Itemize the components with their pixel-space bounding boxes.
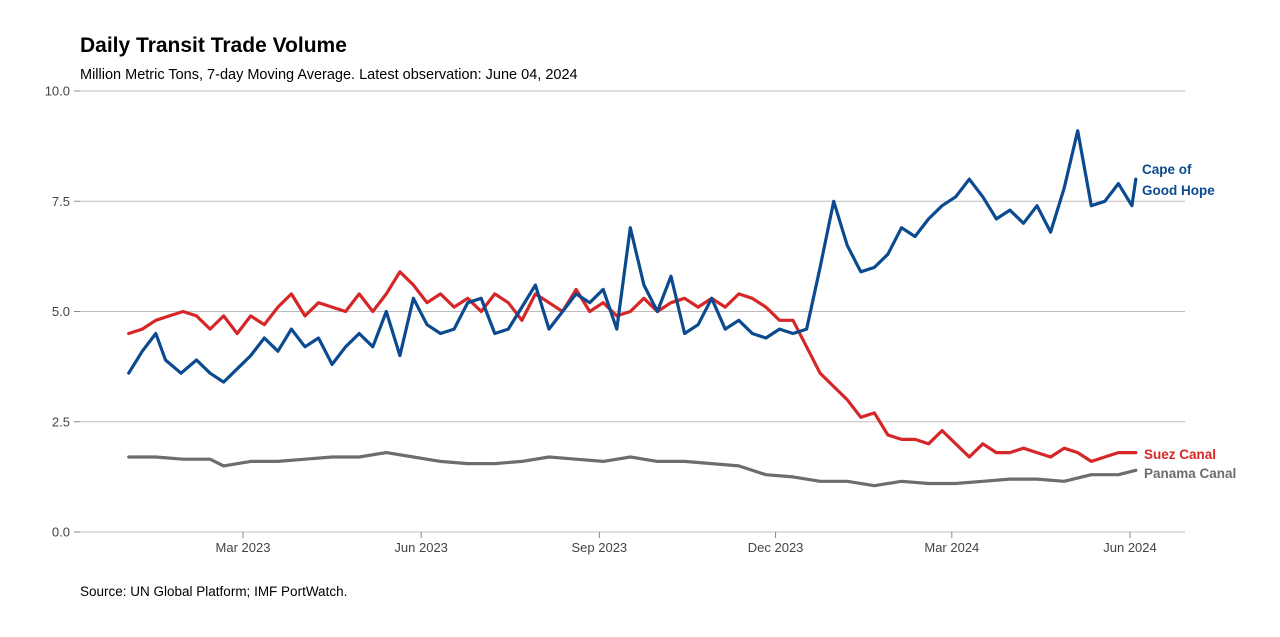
- y-tick-label: 2.5: [52, 414, 70, 429]
- x-tick-label: Sep 2023: [572, 540, 628, 555]
- y-tick-label: 7.5: [52, 194, 70, 209]
- series-lines: [127, 129, 1138, 488]
- y-tick-label: 5.0: [52, 304, 70, 319]
- series-labels: Cape of Good Hope Suez Canal Panama Canal: [1142, 162, 1236, 481]
- chart-subtitle: Million Metric Tons, 7-day Moving Averag…: [80, 67, 578, 83]
- x-tick-label: Dec 2023: [748, 540, 804, 555]
- x-tick-label: Mar 2023: [216, 540, 271, 555]
- series-label-cape-of-good-hope: Good Hope: [1142, 183, 1215, 198]
- x-axis-ticks: Mar 2023 Jun 2023 Sep 2023 Dec 2023 Mar 2024…: [216, 532, 1157, 555]
- x-tick-label: Jun 2024: [1103, 540, 1157, 555]
- x-tick-label: Mar 2024: [924, 540, 979, 555]
- y-tick-label: 10.0: [45, 84, 70, 99]
- chart-source: Source: UN Global Platform; IMF PortWatc…: [80, 584, 348, 599]
- series-line-cape-of-good-hope: [127, 129, 1138, 384]
- y-axis-ticks: 0.0 2.5 5.0 7.5 10.0: [45, 84, 80, 540]
- chart-title: Daily Transit Trade Volume: [80, 34, 347, 57]
- series-label-panama-canal: Panama Canal: [1144, 466, 1236, 481]
- series-label-cape-of-good-hope: Cape of: [1142, 162, 1192, 177]
- x-tick-label: Jun 2023: [394, 540, 448, 555]
- y-tick-label: 0.0: [52, 525, 70, 540]
- series-line-suez-canal: [127, 270, 1138, 463]
- series-line-panama-canal: [127, 451, 1138, 488]
- series-label-suez-canal: Suez Canal: [1144, 447, 1216, 462]
